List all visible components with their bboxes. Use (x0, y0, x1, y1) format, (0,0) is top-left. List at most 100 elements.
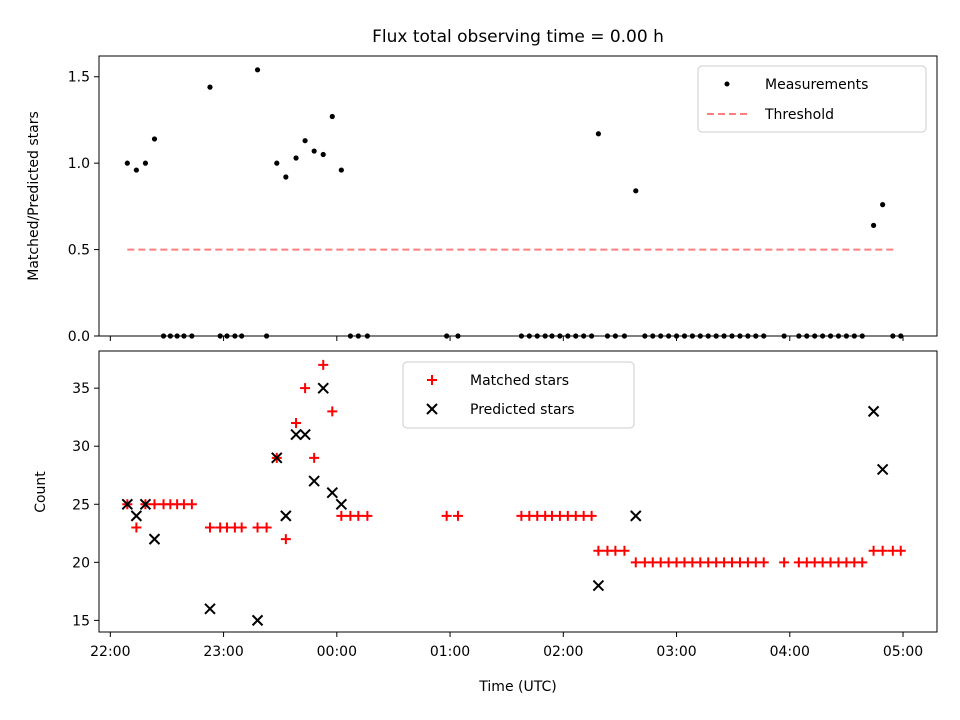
measurements-point (705, 333, 711, 339)
star-count-x-tick-label: 02:00 (543, 644, 583, 660)
star-count-x-tick-label: 05:00 (883, 644, 923, 660)
predicted-stars-point (121, 498, 134, 510)
star-count-x-tick-label: 03:00 (656, 644, 696, 660)
predicted-stars-point (299, 428, 311, 441)
flux-ratio-y-tick-label: 1.5 (68, 70, 90, 86)
measurements-point (518, 333, 524, 339)
predicted-stars-point (139, 498, 152, 510)
measurements-point (859, 333, 865, 339)
star-count-y-tick-label: 35 (72, 381, 90, 397)
matched-stars-point (586, 510, 597, 521)
measurements-point (633, 188, 639, 194)
measurements-point (589, 333, 595, 339)
matched-stars-point (452, 510, 463, 521)
measurements-point (713, 333, 719, 339)
measurements-point (311, 148, 317, 154)
star-count-y-tick-label: 25 (72, 497, 90, 513)
measurements-point (804, 333, 810, 339)
measurements-point (898, 333, 904, 339)
measurements-point (595, 131, 602, 137)
measurements-point (207, 84, 213, 90)
star-count-y-axis-label: Count (33, 471, 49, 513)
measurements-point (880, 202, 886, 208)
measurements-point (761, 333, 767, 339)
measurements-point (565, 333, 571, 339)
threshold-legend-label: Threshold (764, 107, 834, 123)
star-count-x-tick-label: 23:00 (203, 644, 243, 660)
measurements-point (851, 333, 857, 339)
matched-stars-point (291, 417, 302, 428)
measurements-point (604, 333, 611, 339)
predicted-stars-point (317, 382, 329, 394)
measurements-point (673, 333, 680, 339)
matched-stars-point (593, 545, 604, 556)
flux-ratio-y-tick-label: 0.5 (68, 243, 90, 259)
measurements-point (254, 67, 261, 73)
matched-stars-point (441, 510, 452, 521)
measurements-point (133, 167, 139, 173)
measurements-point (666, 333, 672, 339)
predicted-stars-point (308, 475, 320, 487)
measurements-point (364, 333, 370, 339)
measurements-point (142, 160, 149, 166)
measurements-point (239, 333, 245, 339)
star-count-data (121, 359, 906, 627)
flux-ratio-y-tick-label: 1.0 (68, 156, 90, 172)
matched-stars-point (758, 557, 769, 568)
measurements-point (174, 333, 180, 339)
star-count-x-tick-label: 00:00 (317, 644, 357, 660)
measurements-point (274, 160, 280, 166)
star-count-plot-frame (98, 350, 938, 633)
predicted-stars-legend-label: Predicted stars (470, 402, 575, 418)
matched-stars-point (261, 522, 272, 533)
flux-ratio-plot-frame (98, 55, 938, 337)
matched-stars-legend-marker (427, 375, 437, 385)
matched-stars-point (204, 522, 215, 533)
matched-stars-point (318, 359, 329, 370)
measurements-point (542, 333, 548, 339)
star-count-x-tick-label: 22:00 (90, 644, 130, 660)
flux-ratio-axes: 0.0 0.5 1.0 1.5 Matched/Predicted stars Mea… (26, 55, 938, 345)
star-count-y-ticks: 15 20 25 30 35 (72, 381, 99, 629)
matched-stars-point (186, 499, 197, 510)
measurements-point (729, 333, 735, 339)
measurements-point (612, 333, 618, 339)
star-count-x-axis-label: Time (UTC) (478, 679, 556, 695)
measurements-legend-marker (724, 81, 730, 87)
measurements-point (689, 333, 695, 339)
measurements-point (658, 333, 664, 339)
predicted-stars-point (335, 498, 348, 510)
matched-stars-point (149, 499, 160, 510)
predicted-stars-point (204, 603, 216, 615)
flux-ratio-legend-box (697, 65, 927, 133)
predicted-stars-point (290, 428, 302, 441)
star-count-y-tick-label: 30 (72, 439, 90, 455)
matched-stars-point (309, 452, 320, 463)
measurements-point (217, 333, 223, 339)
matched-stars-point (236, 522, 247, 533)
predicted-stars-point (326, 486, 338, 499)
star-count-y-tick-label: 15 (72, 613, 90, 629)
predicted-stars-point (251, 614, 264, 627)
measurements-point (681, 333, 688, 339)
matched-stars-point (779, 557, 790, 568)
measurements-point (642, 333, 648, 339)
matched-stars-point (252, 522, 263, 533)
predicted-stars-point (867, 405, 880, 418)
matched-stars-point (895, 545, 906, 556)
predicted-stars-point (592, 579, 605, 592)
measurements-point (573, 333, 579, 339)
measurements-point (697, 333, 703, 339)
measurements-point (526, 333, 532, 339)
matched-stars-point (353, 510, 364, 521)
measurements-point (812, 333, 818, 339)
measurements-point (189, 333, 195, 339)
measurements-point (721, 333, 727, 339)
star-count-axes: 15 20 25 30 35 22:00 23:00 00:00 01:00 02:00 03:0… (33, 350, 938, 695)
measurements-point (124, 160, 130, 166)
predicted-stars-point (876, 463, 889, 476)
measurements-point (737, 333, 743, 339)
matched-stars-point (877, 545, 888, 556)
predicted-stars-point (271, 452, 283, 464)
